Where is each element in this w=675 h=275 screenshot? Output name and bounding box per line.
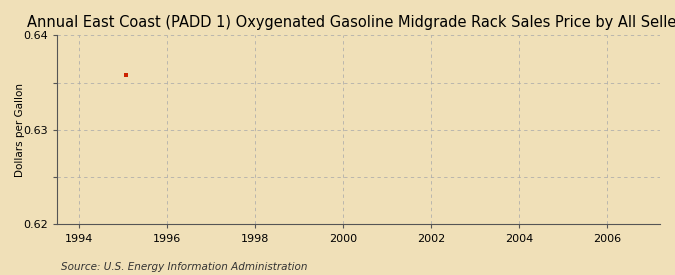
Title: Annual East Coast (PADD 1) Oxygenated Gasoline Midgrade Rack Sales Price by All : Annual East Coast (PADD 1) Oxygenated Ga… — [26, 15, 675, 30]
Y-axis label: Dollars per Gallon: Dollars per Gallon — [15, 83, 25, 177]
Text: Source: U.S. Energy Information Administration: Source: U.S. Energy Information Administ… — [61, 262, 307, 272]
